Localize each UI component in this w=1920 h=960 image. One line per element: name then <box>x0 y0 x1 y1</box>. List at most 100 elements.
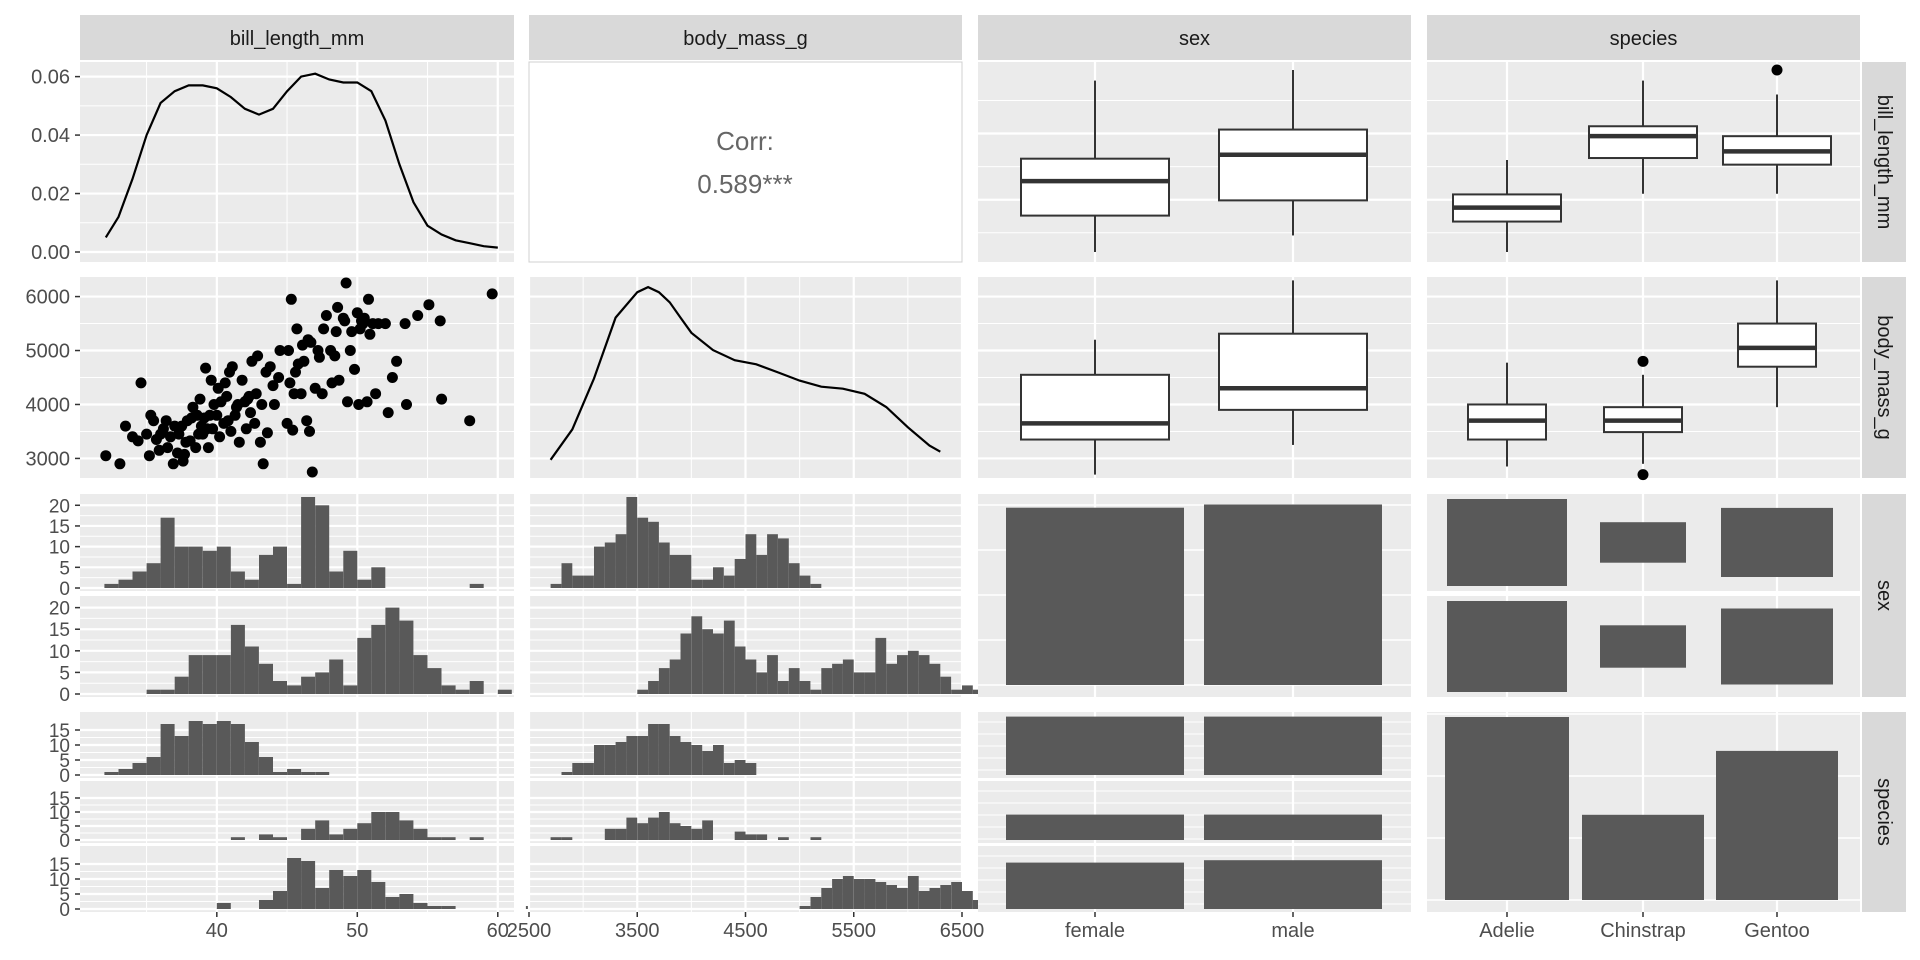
scatter-point <box>250 388 262 400</box>
histogram-bar <box>146 563 161 588</box>
histogram-bar <box>680 554 692 588</box>
x-tick-label: 6500 <box>940 920 985 942</box>
histogram-bar <box>561 837 573 840</box>
histogram-bar <box>146 689 161 694</box>
scatter-point <box>200 362 212 374</box>
scatter-point <box>358 312 370 324</box>
histogram-bar <box>550 837 562 840</box>
histogram-bar <box>469 583 484 588</box>
histogram-bar <box>853 879 865 909</box>
histogram-bar <box>301 828 316 840</box>
histogram-bar <box>427 906 442 909</box>
histogram-bar <box>810 837 822 840</box>
histogram-bar <box>343 828 358 840</box>
histogram-bar <box>469 837 484 840</box>
y-tick-label: 0.00 <box>31 242 70 264</box>
histogram-bar <box>357 579 372 588</box>
scatter-point <box>391 355 403 367</box>
histogram-bar <box>594 745 605 775</box>
strip-layer: bill_length_mm body_mass_g sex speciesbill_… <box>80 15 1906 912</box>
histogram-bar <box>875 882 887 909</box>
histogram-bar <box>918 891 930 909</box>
histogram-bar <box>273 837 287 840</box>
histogram-bar <box>371 812 386 840</box>
histogram-bar <box>658 812 670 840</box>
histogram-bar <box>301 861 316 909</box>
x-tick-label: male <box>1271 920 1314 942</box>
histogram-bar <box>929 663 941 694</box>
x-tick-label: Adelie <box>1479 920 1535 942</box>
correlation-panel <box>528 61 963 263</box>
histogram-bar <box>132 763 147 775</box>
scatter-point <box>346 326 358 338</box>
histogram-bar <box>799 575 811 588</box>
histogram-bar <box>864 672 876 694</box>
row-strip-label: bill_length_mm <box>1873 95 1895 230</box>
scatter-point <box>412 310 424 321</box>
histogram-bar <box>897 655 908 694</box>
scatter-point <box>179 448 190 460</box>
histogram-bar <box>202 655 217 694</box>
histogram-bar <box>778 837 789 840</box>
scatter-point <box>301 415 313 427</box>
histogram-bar <box>658 542 670 588</box>
row-strip-label: body_mass_g <box>1873 315 1895 440</box>
histogram-bar <box>702 629 713 694</box>
histogram-bar <box>604 745 616 775</box>
scatter-point <box>141 428 153 440</box>
scatter-point <box>283 345 294 356</box>
histogram-bar <box>315 820 330 840</box>
histogram-bar <box>315 672 330 694</box>
histogram-bar <box>385 607 400 694</box>
histogram-bar <box>626 736 638 775</box>
y-tick-label: 10 <box>49 870 70 891</box>
column-strip <box>978 15 1411 60</box>
histogram-bar <box>637 689 649 694</box>
histogram-bar <box>287 583 302 588</box>
histogram-bar <box>273 891 287 909</box>
scatter-point <box>364 328 376 340</box>
scatter-point <box>132 435 144 447</box>
histogram-bar <box>160 689 175 694</box>
density-line <box>549 285 941 461</box>
bar <box>1721 507 1833 577</box>
histogram-bar <box>767 534 778 588</box>
scatter-point <box>304 425 315 437</box>
box-body <box>1588 125 1698 160</box>
histogram-bar <box>301 497 316 588</box>
column-strip-label: body_mass_g <box>683 28 808 50</box>
histogram-bar <box>357 637 372 694</box>
histogram-bar <box>273 772 287 775</box>
scatter-point <box>313 351 325 363</box>
histogram-bar <box>329 571 344 588</box>
y-tick-label: 0 <box>59 831 70 852</box>
histogram-bar <box>799 906 811 909</box>
histogram-bar <box>572 575 584 588</box>
histogram-bar <box>756 834 768 840</box>
histogram-bar <box>441 837 456 840</box>
scatter-point <box>214 431 226 443</box>
histogram-bar <box>745 659 757 694</box>
scatter-point <box>211 409 223 421</box>
y-tick-label: 0 <box>59 685 70 706</box>
histogram-bar <box>907 650 919 694</box>
histogram-bar <box>788 563 800 588</box>
x-tick-label: 5500 <box>832 920 877 942</box>
corr-label: Corr: <box>716 126 774 156</box>
scatter-point <box>285 293 297 305</box>
row-strip <box>1862 62 1906 262</box>
box-body <box>1020 373 1170 441</box>
histogram-bar <box>756 672 768 694</box>
histogram-bar <box>951 882 962 909</box>
histogram-bar <box>637 736 649 775</box>
histogram-bar <box>669 659 681 694</box>
scatter-point <box>399 318 411 330</box>
histogram-bar <box>132 571 147 588</box>
histogram-bar <box>216 903 231 909</box>
histogram-bar <box>842 659 854 694</box>
histogram-bar <box>561 772 573 775</box>
histogram-bar <box>572 763 584 775</box>
scatter-point <box>148 415 160 427</box>
bar <box>1447 601 1567 692</box>
scatter-point <box>162 442 174 454</box>
